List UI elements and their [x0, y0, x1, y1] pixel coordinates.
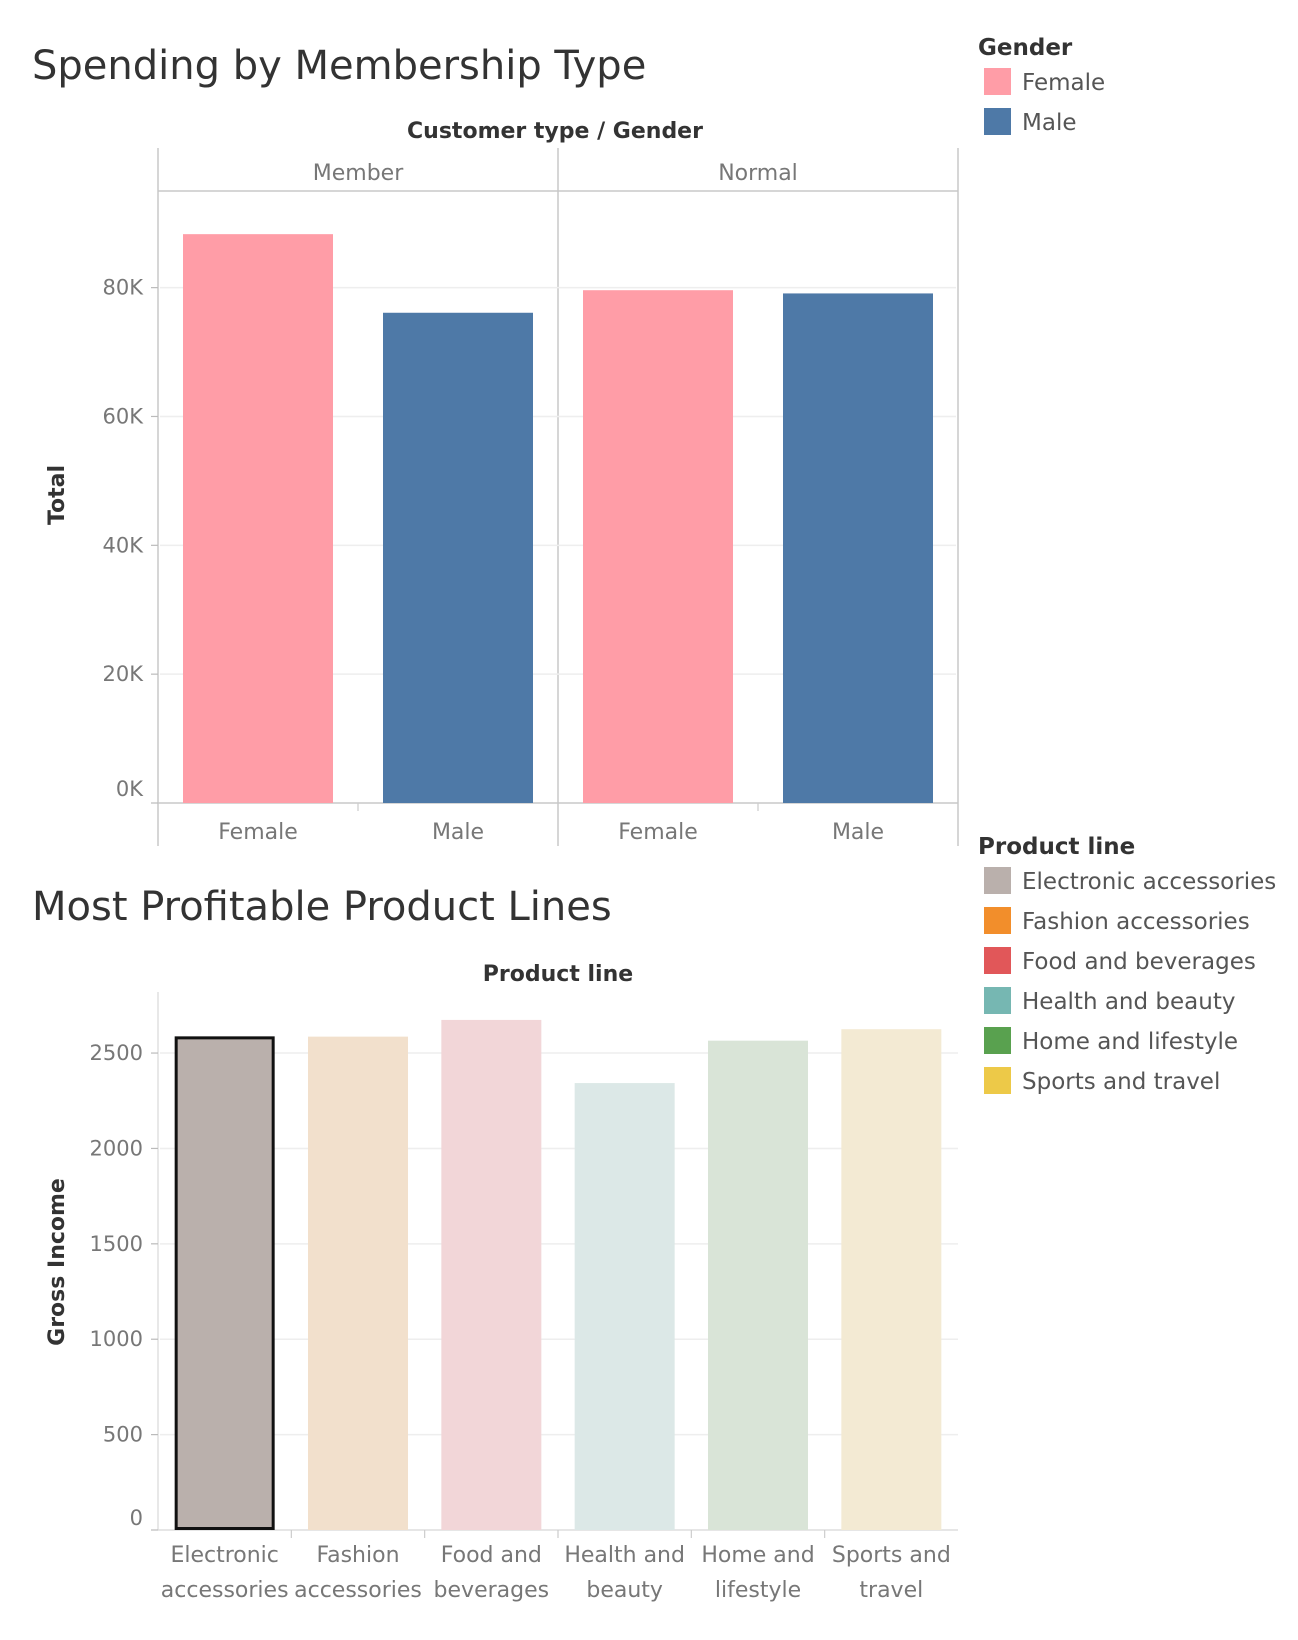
x-tick-label: Home and [701, 1543, 814, 1568]
legend-swatch [984, 108, 1011, 135]
y-tick-label: 0K [116, 777, 144, 801]
legend-title: Gender [978, 35, 1073, 61]
x-axis-ticks: Female Male Female Male [218, 803, 884, 845]
chart-title: Most Profitable Product Lines [32, 884, 612, 930]
x-axis-ticks: Electronic accessories Fashion accessories F… [161, 1530, 951, 1603]
bar-normal-male[interactable] [783, 293, 933, 803]
y-tick-label: 2500 [90, 1041, 143, 1065]
legend-title: Product line [978, 834, 1135, 860]
y-tick-label: 60K [103, 404, 145, 428]
pane-label-member: Member [313, 161, 404, 186]
legend-product-line: Product line Electronic accessories Fashi… [978, 834, 1276, 1095]
legend-label: Electronic accessories [1022, 869, 1276, 895]
bar-sports-and-travel[interactable] [841, 1029, 942, 1530]
legend-label: Male [1022, 110, 1076, 136]
bar-member-male[interactable] [383, 312, 533, 803]
legend-label: Fashion accessories [1022, 909, 1250, 935]
product-line-chart: Most Profitable Product Lines Product li… [32, 834, 1276, 1603]
legend-label: Health and beauty [1022, 989, 1235, 1015]
y-tick-label: 1000 [90, 1327, 143, 1351]
x-tick-label: Fashion [316, 1543, 399, 1568]
x-tick-label: Health and [564, 1543, 685, 1568]
axis-frame [157, 992, 958, 1531]
legend-swatch [984, 1027, 1011, 1054]
bar-electronic-accessories[interactable] [174, 1036, 275, 1530]
legend-swatch [984, 68, 1011, 95]
legend-swatch [984, 907, 1011, 934]
y-axis-title: Gross Income [45, 1178, 70, 1346]
legend-swatch [984, 867, 1011, 894]
pane-label-normal: Normal [718, 161, 798, 186]
x-tick-label: Female [618, 820, 698, 845]
x-tick-label: accessories [294, 1578, 422, 1603]
y-tick-label: 2000 [90, 1136, 143, 1160]
x-tick-label: Female [218, 820, 298, 845]
y-tick-label: 0 [130, 1506, 143, 1530]
column-header: Customer type / Gender [407, 119, 703, 144]
x-tick-label: Food and [441, 1543, 542, 1568]
bar-health-and-beauty[interactable] [574, 1083, 675, 1530]
legend-gender: Gender Female Male [978, 35, 1105, 136]
y-tick-label: 1500 [90, 1232, 143, 1256]
x-tick-label: Male [432, 820, 484, 845]
legend-label: Female [1022, 70, 1105, 96]
bars [183, 234, 933, 803]
x-tick-label: travel [859, 1578, 923, 1603]
bar-home-and-lifestyle[interactable] [708, 1040, 808, 1530]
x-tick-label: lifestyle [715, 1578, 801, 1603]
column-header: Product line [483, 962, 633, 987]
legend-label: Sports and travel [1022, 1069, 1220, 1095]
x-tick-label: beauty [586, 1578, 663, 1603]
x-tick-label: accessories [161, 1578, 289, 1603]
bar-member-female[interactable] [183, 234, 333, 803]
chart-title: Spending by Membership Type [32, 43, 646, 89]
legend-swatch [984, 947, 1011, 974]
legend-swatch [984, 987, 1011, 1014]
x-tick-label: Electronic [170, 1543, 278, 1568]
bar-normal-female[interactable] [583, 290, 733, 803]
legend-label: Food and beverages [1022, 949, 1256, 975]
y-axis-ticks: 0 500 1000 1500 2000 2500 [90, 1041, 158, 1531]
spending-chart: Spending by Membership Type Customer typ… [32, 35, 1105, 846]
bars [174, 1019, 942, 1530]
x-tick-label: Male [832, 820, 884, 845]
legend-swatch [984, 1067, 1011, 1094]
y-tick-label: 500 [103, 1423, 143, 1447]
y-axis-ticks: 0K 20K 40K 60K 80K [103, 276, 158, 804]
y-tick-label: 20K [103, 662, 145, 686]
legend-label: Home and lifestyle [1022, 1029, 1238, 1055]
bar-fashion-accessories[interactable] [308, 1036, 408, 1530]
gridlines [160, 1052, 958, 1436]
x-tick-label: Sports and [832, 1543, 951, 1568]
x-tick-label: beverages [434, 1578, 550, 1603]
bar-food-and-beverages[interactable] [441, 1019, 542, 1530]
y-tick-label: 40K [103, 533, 145, 557]
y-axis-title: Total [45, 465, 70, 525]
y-tick-label: 80K [103, 276, 145, 300]
